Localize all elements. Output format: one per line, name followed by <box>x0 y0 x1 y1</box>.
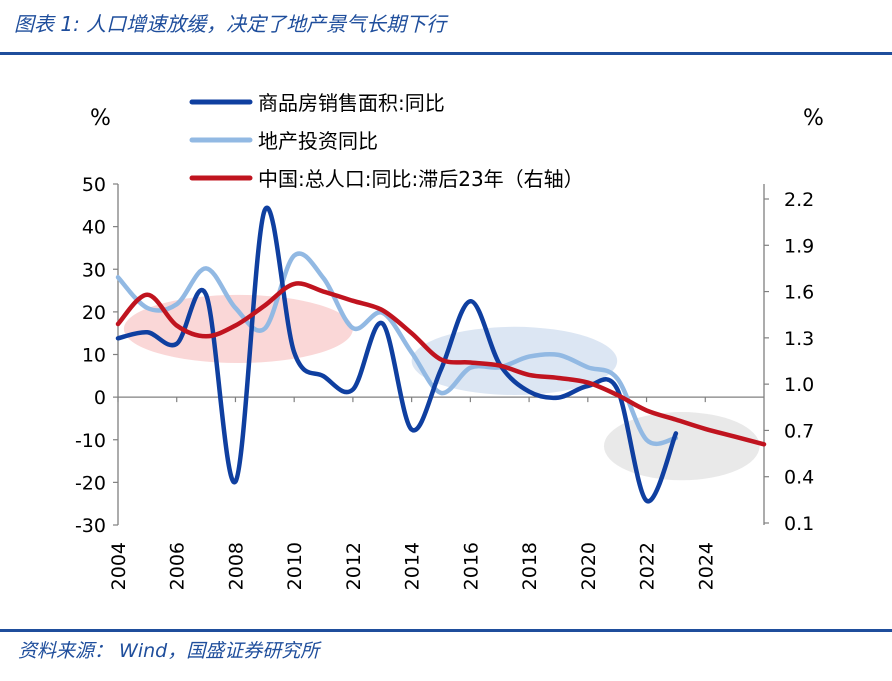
left-tick-label: -20 <box>75 472 106 494</box>
chart-title: 图表 1: 人口增速放缓，决定了地产景气长期下行 <box>14 12 447 36</box>
left-tick-label: 40 <box>82 217 106 239</box>
left-tick-label: 50 <box>82 174 106 196</box>
x-tick-label: 2004 <box>108 542 130 590</box>
axis-layer: 50403020100-10-20-302.21.91.61.31.00.70.… <box>75 174 814 590</box>
right-tick-label: 2.2 <box>784 189 814 211</box>
source-note: 资料来源： Wind，国盛证券研究所 <box>18 640 320 662</box>
right-tick-label: 1.3 <box>784 328 814 350</box>
right-unit-label: % <box>803 106 824 131</box>
left-tick-label: -10 <box>75 430 106 452</box>
right-tick-label: 0.1 <box>784 513 814 535</box>
right-tick-label: 1.0 <box>784 374 814 396</box>
x-tick-label: 2006 <box>167 542 189 590</box>
left-tick-label: 10 <box>82 345 106 367</box>
series-layer <box>115 205 767 504</box>
bottom-divider <box>0 629 892 632</box>
x-tick-label: 2008 <box>225 542 247 590</box>
left-tick-label: 30 <box>82 259 106 281</box>
legend-label-3: 中国:总人口:同比:滞后23年（右轴） <box>258 167 584 191</box>
series-line-sales-area <box>115 205 679 504</box>
x-tick-label: 2012 <box>343 542 365 590</box>
x-tick-label: 2018 <box>519 542 541 590</box>
series-line-investment <box>115 251 679 446</box>
left-tick-label: -30 <box>75 515 106 537</box>
left-unit-label: % <box>90 106 111 131</box>
legend-label-2: 地产投资同比 <box>258 129 378 153</box>
x-tick-label: 2020 <box>578 542 600 590</box>
right-tick-label: 0.4 <box>784 467 814 489</box>
right-tick-label: 1.9 <box>784 235 814 257</box>
highlight-ellipse-3 <box>603 412 760 481</box>
x-tick-label: 2022 <box>637 542 659 590</box>
right-tick-label: 0.7 <box>784 420 814 442</box>
legend-label-1: 商品房销售面积:同比 <box>258 91 445 115</box>
top-divider <box>0 52 892 55</box>
x-tick-label: 2010 <box>284 542 306 590</box>
x-tick-label: 2024 <box>695 542 717 590</box>
left-tick-label: 20 <box>82 302 106 324</box>
highlight-ellipse-1 <box>123 294 353 364</box>
x-tick-label: 2014 <box>402 542 424 590</box>
right-tick-label: 1.6 <box>784 282 814 304</box>
left-tick-label: 0 <box>94 387 106 409</box>
series-line-population <box>115 281 767 447</box>
x-tick-label: 2016 <box>460 542 482 590</box>
